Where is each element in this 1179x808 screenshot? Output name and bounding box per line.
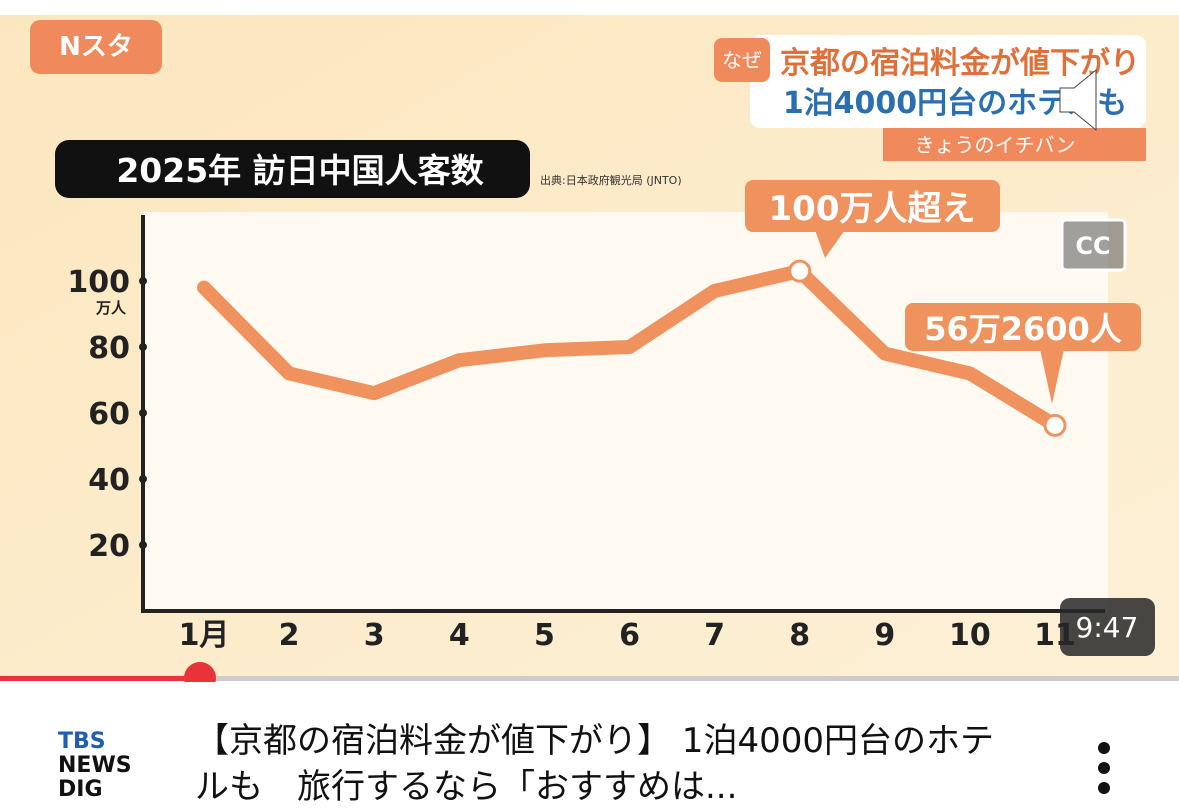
highlight-point <box>1043 413 1067 437</box>
logo-line: NEWS <box>58 753 132 778</box>
tick-mark <box>139 409 147 417</box>
channel-logo[interactable]: TBS NEWS DIG <box>58 730 132 802</box>
headline-box <box>750 35 1146 128</box>
cc-label[interactable]: CC <box>1075 232 1110 260</box>
annotation: 56万2600人 <box>924 310 1122 348</box>
x-tick-label: 2 <box>279 618 300 653</box>
y-tick-label: 60 <box>88 397 130 432</box>
annotation-box <box>745 180 1000 232</box>
y-tick-label: 40 <box>88 463 130 498</box>
annotation: 100万人超え <box>769 189 976 229</box>
chart-title-box <box>55 140 530 198</box>
chart-title: 2025年 訪日中国人客数 <box>116 151 484 190</box>
progress-handle[interactable] <box>184 662 216 682</box>
x-tick-label: 5 <box>534 618 555 653</box>
x-tick-label: 10 <box>949 618 991 653</box>
video-player[interactable]: Nスタ なぜ 京都の宿泊料金が値下がり 1泊4000円台のホテルも きょうのイチ… <box>0 0 1179 682</box>
plot-area <box>143 212 1108 612</box>
progress-played <box>0 676 200 681</box>
y-tick-label: 80 <box>88 331 130 366</box>
highlight-point <box>788 259 812 283</box>
annotation-box <box>905 303 1141 351</box>
x-tick-label: 1月 <box>179 618 230 653</box>
x-tick-label: 7 <box>704 618 725 653</box>
duration: 9:47 <box>1076 611 1139 644</box>
tick-mark <box>139 277 147 285</box>
tag-text: なぜ <box>722 48 762 72</box>
duration-pill <box>1060 598 1155 656</box>
more-menu[interactable] <box>1098 742 1114 802</box>
y-tick-label: 20 <box>88 529 130 564</box>
progress-track[interactable] <box>0 676 1179 681</box>
video-title[interactable]: 【京都の宿泊料金が値下がり】 1泊4000円台のホテルも 旅行するなら「おすすめ… <box>195 721 994 807</box>
x-tick-label: 3 <box>364 618 385 653</box>
x-tick-label: 8 <box>789 618 810 653</box>
x-tick-label: 4 <box>449 618 470 653</box>
annotation-pointer <box>815 230 845 258</box>
y-unit: 万人 <box>95 299 127 317</box>
tag-box <box>714 38 770 82</box>
data-line <box>197 264 1062 433</box>
segment-text: きょうのイチバン <box>915 133 1076 157</box>
show-badge-text: Nスタ <box>59 32 133 62</box>
segment-bar <box>883 128 1146 161</box>
headline: 京都の宿泊料金が値下がり <box>780 46 1140 81</box>
tick-mark <box>139 475 147 483</box>
logo-line: DIG <box>58 777 103 802</box>
video-info: TBS NEWS DIG 【京都の宿泊料金が値下がり】 1泊4000円台のホテル… <box>0 682 1179 808</box>
volume-icon[interactable] <box>1059 68 1097 132</box>
tick-mark <box>139 541 147 549</box>
x-tick-label: 6 <box>619 618 640 653</box>
chart-source: 出典:日本政府観光局 (JNTO) <box>540 173 682 187</box>
x-tick-label: 9 <box>874 618 895 653</box>
logo-line: TBS <box>58 729 106 754</box>
cc-button[interactable] <box>1060 218 1127 272</box>
annotation-pointer <box>1040 349 1064 404</box>
show-badge <box>30 20 162 74</box>
y-tick-label: 100 <box>67 265 130 300</box>
tick-mark <box>139 343 147 351</box>
